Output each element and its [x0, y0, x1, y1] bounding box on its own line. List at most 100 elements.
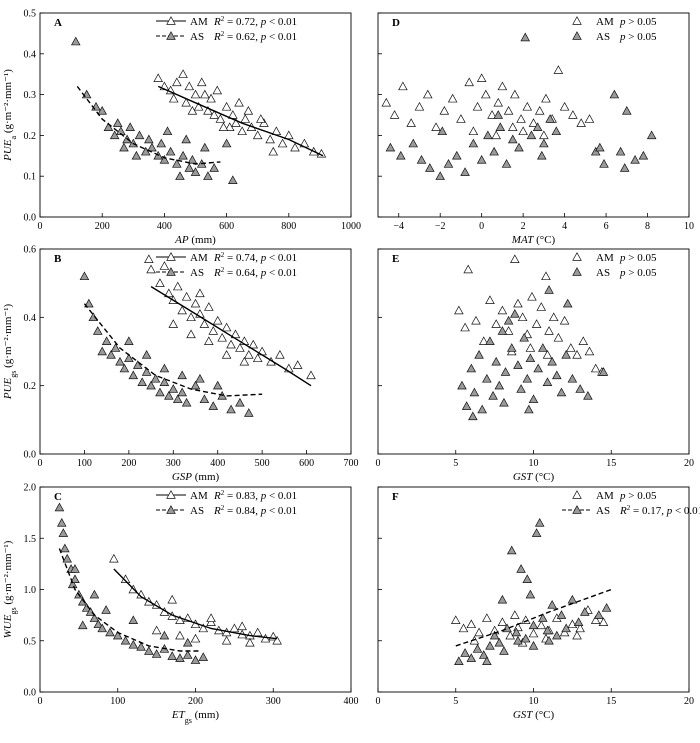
- point-AM: [244, 349, 254, 359]
- point-AS: [101, 336, 112, 345]
- fit-line-AS: [58, 548, 200, 652]
- point-AM: [237, 621, 247, 631]
- point-AM: [196, 77, 207, 87]
- point-AM: [234, 97, 244, 107]
- point-AM: [431, 122, 441, 131]
- point-AM: [306, 370, 316, 380]
- point-AM: [155, 278, 165, 287]
- point-AM: [456, 114, 466, 123]
- point-AS: [500, 367, 511, 376]
- point-AM: [541, 93, 551, 103]
- point-AM: [447, 93, 458, 103]
- point-AS: [159, 377, 170, 386]
- point-AM: [491, 319, 501, 328]
- point-AS: [506, 343, 517, 352]
- point-AS: [182, 650, 193, 659]
- fit-line-AM: [157, 85, 324, 157]
- point-AS: [416, 154, 427, 164]
- point-AM: [510, 89, 520, 99]
- panel-F: 0 5 10 15 20 F GST (°C) AM p > 0.05 AS R2 = 0.17, …: [376, 486, 700, 721]
- point-AS: [187, 154, 198, 164]
- point-AM: [204, 302, 214, 311]
- point-AM: [576, 118, 586, 127]
- point-AM: [195, 288, 205, 298]
- point-AM: [548, 312, 559, 322]
- x-axis-label: AP (mm): [174, 234, 216, 246]
- point-AM: [275, 349, 285, 359]
- point-AM: [184, 81, 195, 91]
- point-AS: [646, 130, 657, 140]
- x-tick-label: 0: [376, 458, 381, 469]
- point-AM: [513, 298, 523, 308]
- point-AM: [454, 305, 464, 315]
- point-AS: [134, 130, 145, 140]
- point-AS: [595, 142, 605, 152]
- point-AS: [79, 271, 90, 281]
- point-AS: [136, 641, 146, 651]
- point-AM: [491, 130, 501, 140]
- point-AS: [485, 640, 495, 650]
- point-AM: [204, 336, 214, 345]
- point-AM: [193, 101, 204, 111]
- point-AS: [466, 363, 477, 373]
- point-AS: [552, 370, 562, 380]
- point-AM: [518, 126, 528, 136]
- legend-marker-AS: [166, 31, 176, 40]
- point-AS: [181, 397, 192, 407]
- y-axis-label: PUEa (g·m⁻²·mm⁻¹): [2, 69, 18, 162]
- point-AM: [221, 101, 232, 111]
- point-AS: [601, 603, 612, 612]
- point-AS: [469, 387, 480, 397]
- point-AS: [494, 380, 505, 390]
- point-AS: [178, 150, 188, 160]
- point-AM: [181, 97, 191, 107]
- point-AS: [175, 653, 185, 662]
- x-tick-label: 700: [344, 458, 359, 469]
- point-AM: [575, 623, 585, 633]
- point-AM: [471, 315, 481, 325]
- point-AS: [483, 130, 493, 140]
- x-tick-label: 400: [210, 458, 225, 469]
- y-tick-label: 0.0: [24, 213, 37, 224]
- point-AS: [513, 360, 523, 369]
- legend-label-AM: AM: [596, 252, 614, 264]
- legend-label-AS: AS: [596, 505, 610, 517]
- point-AS: [151, 649, 162, 658]
- point-AM: [221, 322, 232, 332]
- panel-C: 0 100 200 300 400 0.0 0.5 1.0 1.5 2.0 C ETgs (mm) WU…: [2, 483, 359, 725]
- point-AM: [510, 610, 520, 619]
- legend-stats-AM: R2 = 0.83, p < 0.01: [213, 489, 297, 502]
- panel-letter: F: [392, 491, 399, 503]
- y-tick-label: 0.4: [24, 313, 37, 324]
- point-AM: [463, 264, 473, 274]
- point-AS: [533, 363, 543, 373]
- point-AM: [422, 89, 433, 99]
- point-AS: [525, 353, 536, 363]
- point-AS: [516, 564, 526, 573]
- fit-line-AM: [113, 568, 278, 640]
- point-AS: [70, 564, 80, 573]
- point-AM: [212, 315, 223, 325]
- point-AS: [510, 308, 520, 318]
- point-AS: [131, 150, 142, 160]
- point-AS: [128, 615, 139, 624]
- x-tick-label: 0: [38, 221, 43, 232]
- legend-marker-AM: [572, 16, 582, 25]
- point-AS: [482, 373, 492, 383]
- point-AS: [489, 146, 499, 156]
- point-AM: [460, 322, 470, 332]
- point-AS: [190, 380, 201, 390]
- fit-line-AS: [83, 303, 263, 397]
- point-AM: [187, 105, 198, 115]
- point-AS: [545, 114, 555, 123]
- point-AS: [489, 630, 500, 640]
- point-AM: [539, 130, 549, 140]
- legend-stats-AM: p > 0.05: [619, 16, 657, 28]
- point-AM: [177, 305, 187, 315]
- point-AM: [439, 105, 450, 115]
- point-AM: [578, 336, 589, 345]
- legend-stats-AM: R2 = 0.72, p < 0.01: [213, 15, 297, 28]
- point-AS: [528, 620, 539, 630]
- point-AM: [221, 635, 232, 645]
- point-AM: [239, 356, 250, 366]
